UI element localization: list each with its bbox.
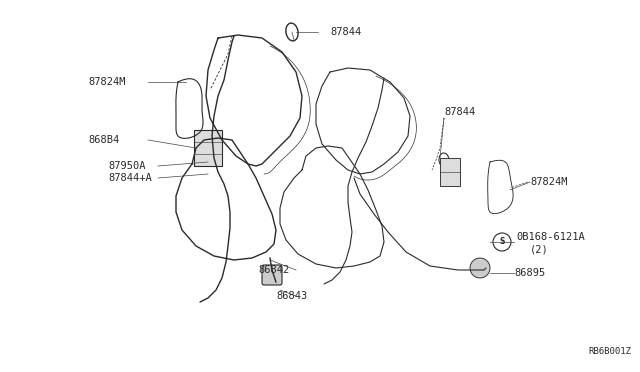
Text: 0B168-6121A: 0B168-6121A — [516, 232, 585, 242]
Text: 86842: 86842 — [258, 265, 289, 275]
Text: 87844: 87844 — [444, 107, 476, 117]
Text: 86895: 86895 — [514, 268, 545, 278]
Text: RB6B001Z: RB6B001Z — [588, 347, 631, 356]
Text: 86843: 86843 — [276, 291, 307, 301]
Text: 87824M: 87824M — [88, 77, 125, 87]
Text: (2): (2) — [530, 244, 548, 254]
Text: 868B4: 868B4 — [88, 135, 119, 145]
Circle shape — [470, 258, 490, 278]
Text: 87844+A: 87844+A — [108, 173, 152, 183]
Text: 87844: 87844 — [330, 27, 361, 37]
Bar — [194, 130, 222, 166]
Bar — [440, 158, 460, 186]
Text: S: S — [499, 237, 505, 247]
Text: 87824M: 87824M — [530, 177, 568, 187]
FancyBboxPatch shape — [262, 265, 282, 285]
Text: 87950A: 87950A — [108, 161, 145, 171]
